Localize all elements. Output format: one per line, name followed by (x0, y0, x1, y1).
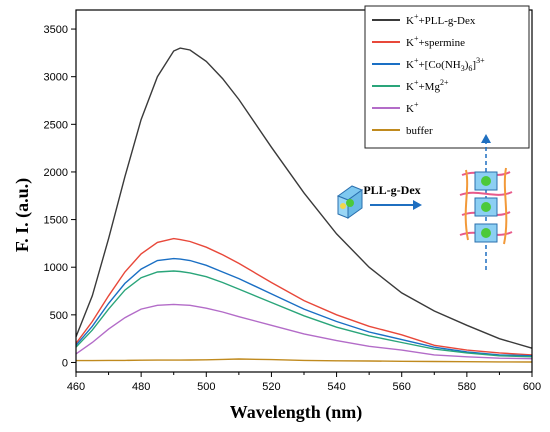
legend-text-part: +Mg (418, 81, 440, 93)
y-tick-label: 2500 (44, 119, 68, 131)
legend-text-part: + (414, 100, 419, 109)
legend-entry-3: K++Mg2+ (406, 78, 449, 93)
legend: K++PLL-g-DexK++spermineK++[Co(NH3)6]3+K+… (364, 5, 530, 149)
x-tick-label: 460 (67, 381, 85, 393)
legend-text-part: + (414, 78, 419, 87)
series-layer (75, 47, 533, 363)
y-tick-label: 2000 (44, 167, 68, 179)
legend-text-part: +PLL-g-Dex (418, 15, 475, 27)
legend-text-part: +[Co(NH (418, 59, 460, 71)
legend-text-part: ) (465, 59, 469, 71)
legend-text-part: + (414, 12, 419, 21)
legend-text-part: K (406, 37, 414, 49)
y-axis-title: F. I. (a.u.) (12, 178, 33, 252)
inset-arrowhead (413, 200, 422, 210)
y-tick-label: 3500 (44, 24, 68, 36)
legend-entry-5: buffer (406, 125, 433, 137)
x-tick-label: 540 (327, 381, 345, 393)
y-tick-label: 3000 (44, 72, 68, 84)
series-line-1 (75, 237, 533, 356)
legend-text-part: 3 (461, 64, 465, 73)
legend-text-part: ] (472, 59, 476, 71)
legend-text-part: +spermine (418, 37, 465, 49)
g-quadruplex-cube-icon (336, 185, 364, 219)
x-tick-label: 600 (523, 381, 541, 393)
x-tick-label: 520 (262, 381, 280, 393)
y-tick-label: 0 (62, 357, 68, 369)
axes: 460 480 500 520 540 560 580 600 0 500 1000 1500 2000… (44, 9, 541, 393)
x-tick-label: 500 (197, 381, 215, 393)
series-line-4 (75, 303, 533, 360)
legend-entry-4: K+ (406, 100, 419, 115)
inset-schematic: PLL-g-Dex (336, 134, 513, 270)
x-tick-label: 480 (132, 381, 150, 393)
series-line-0 (75, 47, 533, 349)
legend-entry-2: K++[Co(NH3)6]3+ (406, 56, 485, 73)
polymer-complex-icon (459, 134, 513, 270)
x-axis-title: Wavelength (nm) (230, 402, 363, 423)
legend-text-part: 2+ (440, 78, 449, 87)
inset-label: PLL-g-Dex (363, 183, 420, 197)
series-line-5 (76, 358, 533, 363)
legend-text-part: K (406, 103, 414, 115)
legend-text-part: K (406, 59, 414, 71)
legend-text-part: K (406, 81, 414, 93)
y-tick-label: 1500 (44, 215, 68, 227)
legend-text-part: buffer (406, 125, 433, 137)
legend-entry-0: K++PLL-g-Dex (406, 12, 476, 27)
series-line-2 (75, 257, 533, 357)
legend-text-part: + (414, 34, 419, 43)
legend-text-part: 6 (468, 64, 472, 73)
legend-text-part: K (406, 15, 414, 27)
legend-text-part: 3+ (476, 56, 485, 65)
legend-entry-1: K++spermine (406, 34, 465, 49)
series-line-3 (75, 270, 533, 358)
x-tick-label: 580 (458, 381, 476, 393)
x-tick-label: 560 (393, 381, 411, 393)
y-tick-label: 1000 (44, 262, 68, 274)
y-tick-label: 500 (50, 310, 68, 322)
legend-text-part: + (414, 56, 419, 65)
